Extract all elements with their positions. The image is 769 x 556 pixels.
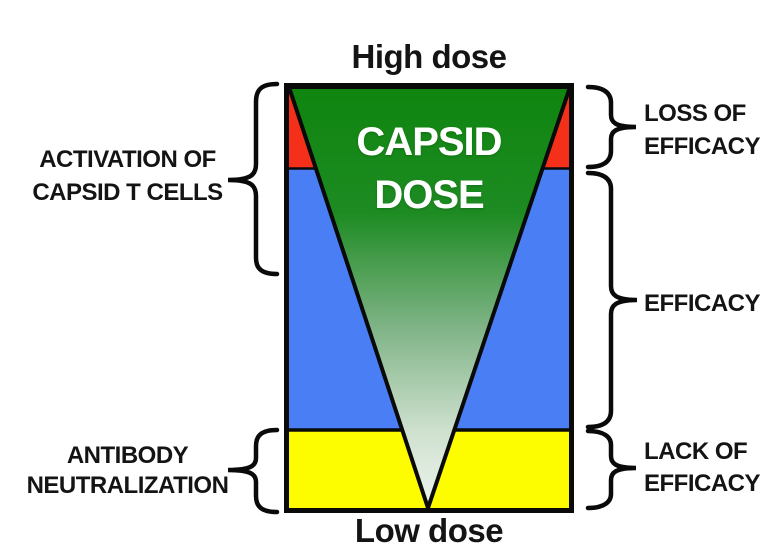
antibody-brace [227,427,280,515]
antibody-neutralization-label: ANTIBODY NEUTRALIZATION [26,442,229,499]
lack-of-efficacy-brace [585,428,637,511]
activation-brace [227,81,280,277]
activation-capsid-t-cells-label: ACTIVATION OF CAPSID T CELLS [32,146,223,206]
loss-of-efficacy-label: LOSS OF EFFICACY [644,100,761,160]
diagram-border [284,83,574,513]
capsid-dose-label: CAPSID DOSE [356,120,502,217]
high-dose-label: High dose [351,38,507,75]
efficacy-brace [585,170,638,430]
low-dose-label: Low dose [354,512,504,549]
lack-of-efficacy-label: LACK OF EFFICACY [644,438,761,497]
efficacy-label: EFFICACY [644,290,761,317]
loss-of-efficacy-brace [585,84,637,170]
